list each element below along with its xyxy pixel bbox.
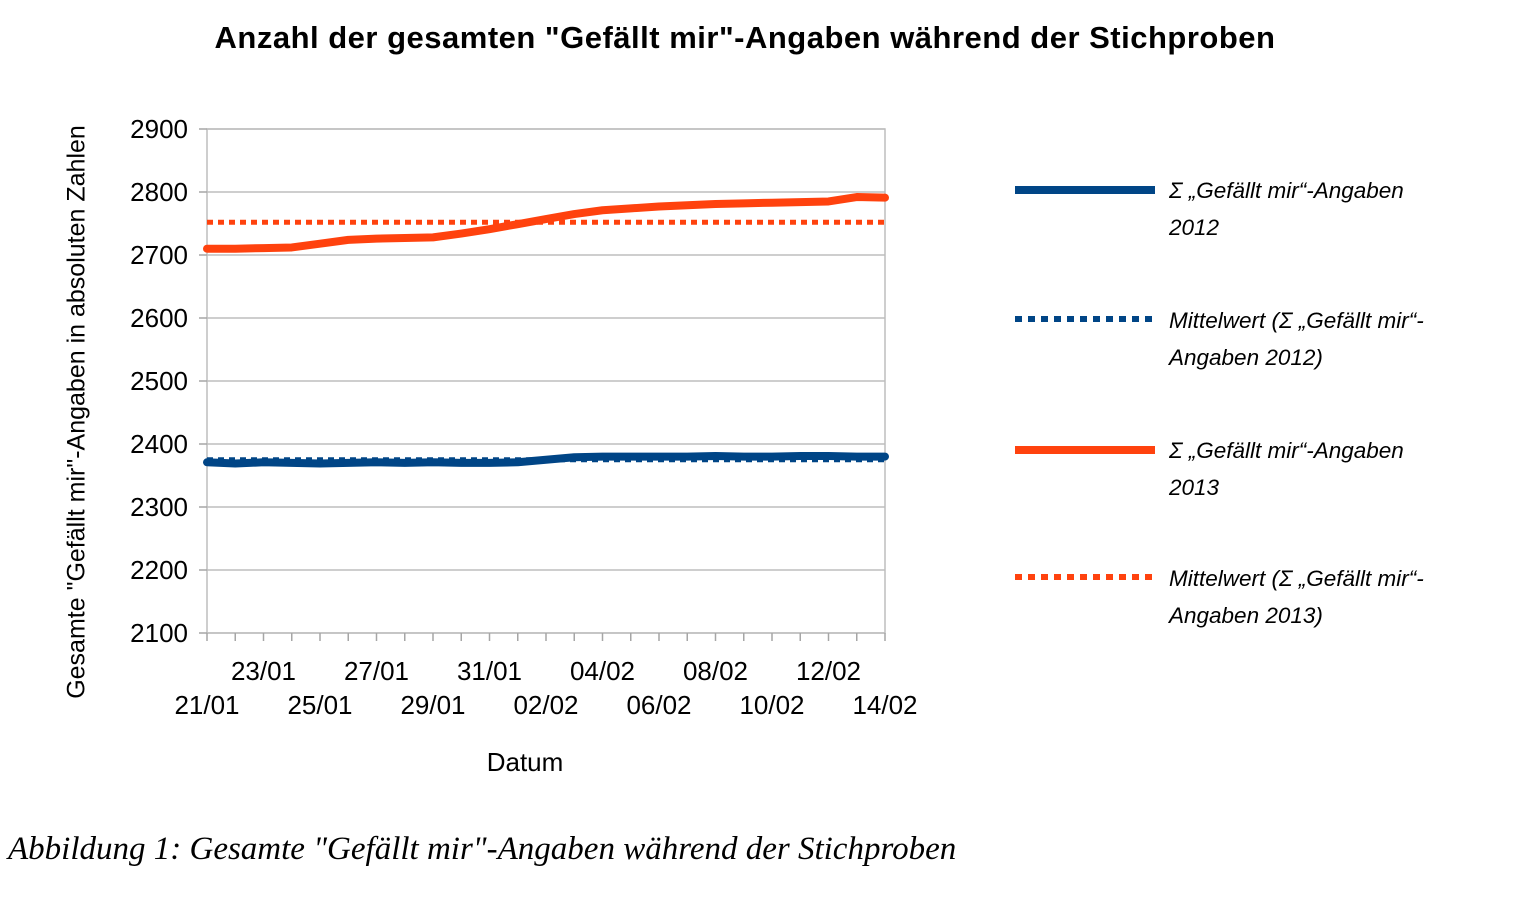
legend-label: Σ „Gefällt mir“-Angaben 2012 <box>1169 178 1404 240</box>
legend-label: Mittelwert (Σ „Gefällt mir“-Angaben 2013… <box>1169 566 1424 628</box>
y-tick-label: 2600 <box>130 303 188 333</box>
legend-item-mean-2012: Mittelwert (Σ „Gefällt mir“-Angaben 2012… <box>1015 302 1445 376</box>
legend-dotted-line-marker <box>1015 574 1155 580</box>
x-tick-label: 27/01 <box>343 656 410 686</box>
y-tick-label: 2300 <box>130 492 188 522</box>
line-sum-2012 <box>203 451 889 468</box>
x-tick-label: 14/02 <box>852 690 918 720</box>
x-axis-title: Datum <box>486 747 564 777</box>
x-tick-label: 23/01 <box>230 656 297 686</box>
y-tick-label: 2200 <box>130 555 188 585</box>
legend-solid-line-marker <box>1015 186 1155 194</box>
figure-caption: Abbildung 1: Gesamte "Gefällt mir"-Angab… <box>8 831 957 867</box>
y-tick-label: 2800 <box>130 177 188 207</box>
legend-dotted-line-marker <box>1015 316 1155 322</box>
y-tick-label: 2400 <box>130 429 188 459</box>
y-tick-label: 2900 <box>130 114 188 144</box>
legend-item-mean-2013: Mittelwert (Σ „Gefällt mir“-Angaben 2013… <box>1015 560 1445 634</box>
legend-item-sum-2012: Σ „Gefällt mir“-Angaben 2012 <box>1015 172 1445 246</box>
x-tick-label: 08/02 <box>682 656 749 686</box>
plot-area <box>199 128 889 641</box>
legend-label: Mittelwert (Σ „Gefällt mir“-Angaben 2012… <box>1169 308 1424 370</box>
y-axis-title: Gesamte "Gefällt mir"-Angaben in absolut… <box>62 125 91 699</box>
chart-title: Anzahl der gesamten "Gefällt mir"-Angabe… <box>214 20 1276 55</box>
x-tick-label: 25/01 <box>287 690 353 720</box>
y-tick-label: 2100 <box>130 618 188 648</box>
x-tick-label: 31/01 <box>456 656 523 686</box>
x-tick-label: 10/02 <box>739 690 805 720</box>
x-tick-label: 21/01 <box>174 690 240 720</box>
y-tick-label: 2700 <box>130 240 188 270</box>
x-tick-label: 29/01 <box>400 690 466 720</box>
legend-label: Σ „Gefällt mir“-Angaben 2013 <box>1169 438 1404 500</box>
x-tick-label: 06/02 <box>626 690 692 720</box>
legend-solid-line-marker <box>1015 446 1155 454</box>
line-sum-2013 <box>203 193 889 253</box>
y-tick-label: 2500 <box>130 366 188 396</box>
legend-item-sum-2013: Σ „Gefällt mir“-Angaben 2013 <box>1015 432 1445 506</box>
x-tick-label: 02/02 <box>513 690 579 720</box>
x-tick-label: 12/02 <box>795 656 862 686</box>
x-tick-label: 04/02 <box>569 656 636 686</box>
